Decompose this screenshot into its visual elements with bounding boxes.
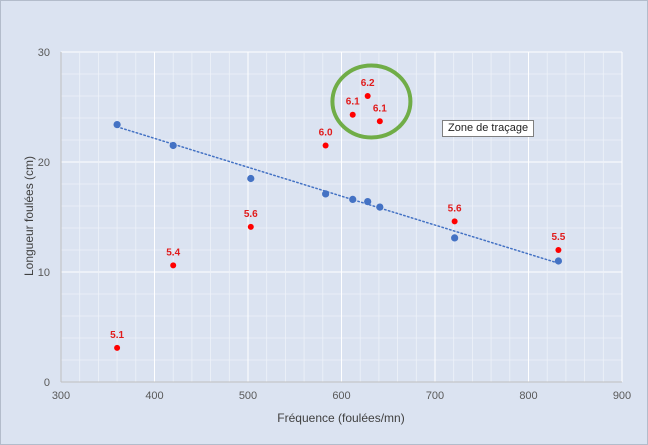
data-label: 6.0	[319, 128, 333, 139]
blue-data-point	[349, 195, 357, 203]
plot-area-tooltip: Zone de traçage	[442, 120, 535, 137]
y-tick-label: 10	[38, 267, 50, 279]
red-data-point	[451, 218, 458, 225]
red-data-point	[555, 247, 562, 253]
red-data-point	[364, 93, 371, 99]
red-data-point	[114, 344, 121, 351]
red-data-point	[247, 223, 254, 230]
blue-data-point	[113, 121, 121, 129]
data-points	[113, 93, 563, 351]
y-axis-title: Longueur foulées (cm)	[22, 156, 36, 276]
blue-data-point	[376, 203, 384, 211]
annotation-circle	[330, 63, 413, 140]
red-data-point	[322, 142, 329, 149]
trendline	[116, 126, 560, 264]
x-tick-label: 700	[426, 390, 444, 402]
x-tick-label: 800	[519, 390, 537, 402]
y-tick-label: 20	[38, 157, 50, 169]
x-tick-label: 300	[52, 390, 70, 402]
blue-data-point	[554, 257, 563, 265]
x-tick-label: 400	[145, 390, 163, 402]
data-label: 6.1	[373, 103, 387, 114]
data-label: 5.6	[244, 209, 258, 220]
red-data-point	[376, 118, 383, 125]
data-label: 5.6	[448, 203, 462, 214]
gridlines	[60, 51, 623, 383]
x-tick-label: 900	[613, 390, 631, 402]
trendline-line	[116, 126, 560, 264]
data-label: 5.5	[551, 232, 565, 243]
y-tick-label: 30	[38, 47, 50, 59]
x-axis-title: Fréquence (foulées/mn)	[277, 411, 404, 425]
blue-data-point	[322, 190, 330, 198]
red-data-point	[349, 111, 356, 118]
annotation	[330, 63, 413, 140]
data-label: 6.1	[346, 97, 360, 108]
x-tick-label: 600	[332, 390, 350, 402]
data-label: 5.1	[110, 330, 124, 341]
data-label: 6.2	[361, 78, 375, 89]
blue-data-point	[364, 198, 372, 206]
blue-data-point	[169, 141, 177, 150]
y-tick-label: 0	[44, 377, 50, 389]
red-data-point	[170, 262, 177, 269]
blue-data-point	[451, 234, 459, 242]
data-labels: 5.15.45.66.06.16.26.15.65.5	[110, 78, 566, 341]
x-tick-label: 500	[239, 390, 257, 402]
blue-data-point	[247, 174, 255, 183]
data-label: 5.4	[166, 247, 180, 258]
tick-labels: 300 400 500 600 700 800 900 0 10 20 30	[38, 47, 631, 402]
